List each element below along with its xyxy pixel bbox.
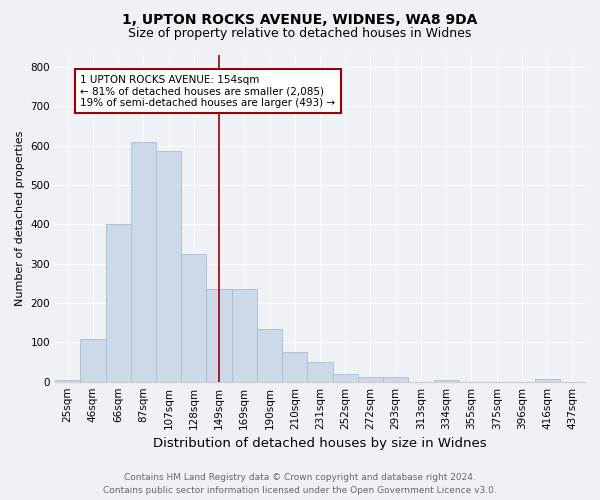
Bar xyxy=(332,374,358,382)
Bar xyxy=(307,362,332,382)
Text: Size of property relative to detached houses in Widnes: Size of property relative to detached ho… xyxy=(128,28,472,40)
Bar xyxy=(232,289,257,382)
Bar xyxy=(535,379,560,382)
Text: 1, UPTON ROCKS AVENUE, WIDNES, WA8 9DA: 1, UPTON ROCKS AVENUE, WIDNES, WA8 9DA xyxy=(122,12,478,26)
Text: 1 UPTON ROCKS AVENUE: 154sqm
← 81% of detached houses are smaller (2,085)
19% of: 1 UPTON ROCKS AVENUE: 154sqm ← 81% of de… xyxy=(80,74,335,108)
Bar xyxy=(383,377,409,382)
Bar xyxy=(434,380,459,382)
Bar xyxy=(257,328,282,382)
Bar xyxy=(80,339,106,382)
Bar xyxy=(358,377,383,382)
Bar xyxy=(181,254,206,382)
Bar xyxy=(55,380,80,382)
Bar xyxy=(282,352,307,382)
Bar xyxy=(106,224,131,382)
X-axis label: Distribution of detached houses by size in Widnes: Distribution of detached houses by size … xyxy=(153,437,487,450)
Bar xyxy=(156,152,181,382)
Bar xyxy=(131,142,156,382)
Y-axis label: Number of detached properties: Number of detached properties xyxy=(15,130,25,306)
Bar xyxy=(206,289,232,382)
Text: Contains HM Land Registry data © Crown copyright and database right 2024.
Contai: Contains HM Land Registry data © Crown c… xyxy=(103,473,497,495)
